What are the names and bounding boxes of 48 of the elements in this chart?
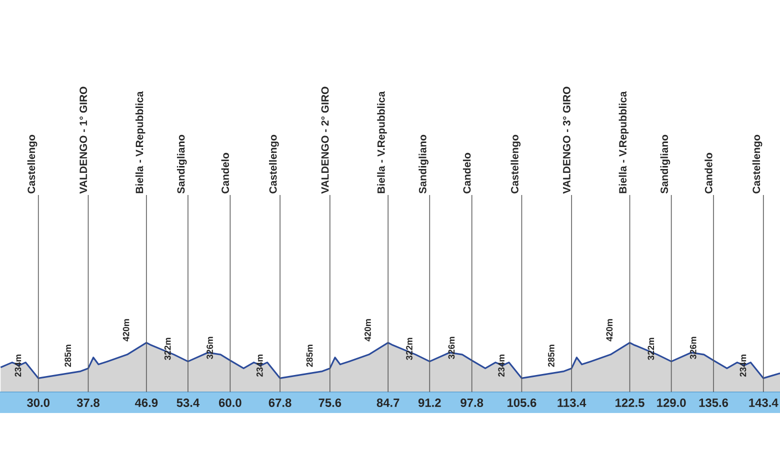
ref-line-label: VALDENGO - 3° GIRO [562,86,570,194]
annotation: 234m [498,354,505,377]
x-tick-label: 67.8 [268,398,292,407]
x-tick-label: 75.6 [318,398,342,407]
ref-line-label: Castellengo [510,134,521,194]
ref-line-label: Sandigliano [418,134,428,194]
annotation: 285m [548,344,554,367]
ref-line-label: VALDENGO - 1° GIRO [80,86,88,194]
x-tick-label: 129.0 [657,398,686,407]
ref-line-label: VALDENGO - 2° GIRO [321,86,329,194]
ref-line-label: Biella - V.Repubblica [377,91,387,194]
x-tick-label: 135.6 [699,398,728,407]
annotation: 234m [14,354,22,377]
x-tick-label: 91.2 [418,398,441,407]
x-tick-label: 105.6 [508,398,536,407]
ref-line-label: Sandigliano [660,134,670,194]
x-tick-label: 84.7 [376,398,400,407]
x-tick-label: 53.4 [176,398,200,407]
x-tick-label: 60.0 [218,398,242,407]
ref-line-label: Biella - V.Repubblica [135,91,146,194]
annotation: 326m [206,336,213,360]
annotation: 285m [64,344,72,367]
x-tick-label: 30.0 [27,398,50,407]
x-tick-label: 97.8 [460,398,484,407]
annotation: 322m [164,338,171,360]
annotation: 234m [256,354,263,377]
ref-line-label: Sandigliano [176,134,187,194]
annotation: 420m [122,319,130,342]
ref-line-label: Biella - V.Repubblica [618,91,629,194]
annotation: 285m [306,344,313,367]
x-tick-label: 113.4 [558,398,586,407]
annotation: 420m [364,319,371,342]
annotation: 322m [406,338,412,360]
annotation: 322m [648,338,654,360]
annotation: 234m [740,354,746,377]
x-tick-label: 122.5 [616,398,644,407]
annotation: 326m [448,336,455,360]
ref-line-label: Castellengo [269,134,279,194]
x-tick-label: 37.8 [76,398,100,407]
annotation: 326m [690,336,696,360]
x-tick-label: 143.4 [749,398,778,407]
x-tick-label: 46.9 [134,398,158,407]
ref-line-label: Candelo [462,152,471,194]
annotation: 420m [606,319,613,342]
ref-line-label: Castellengo [752,134,762,194]
ref-line-label: Candelo [704,152,712,194]
ref-line-label: Candelo [221,152,229,194]
ref-line-label: Castellengo [27,134,38,194]
